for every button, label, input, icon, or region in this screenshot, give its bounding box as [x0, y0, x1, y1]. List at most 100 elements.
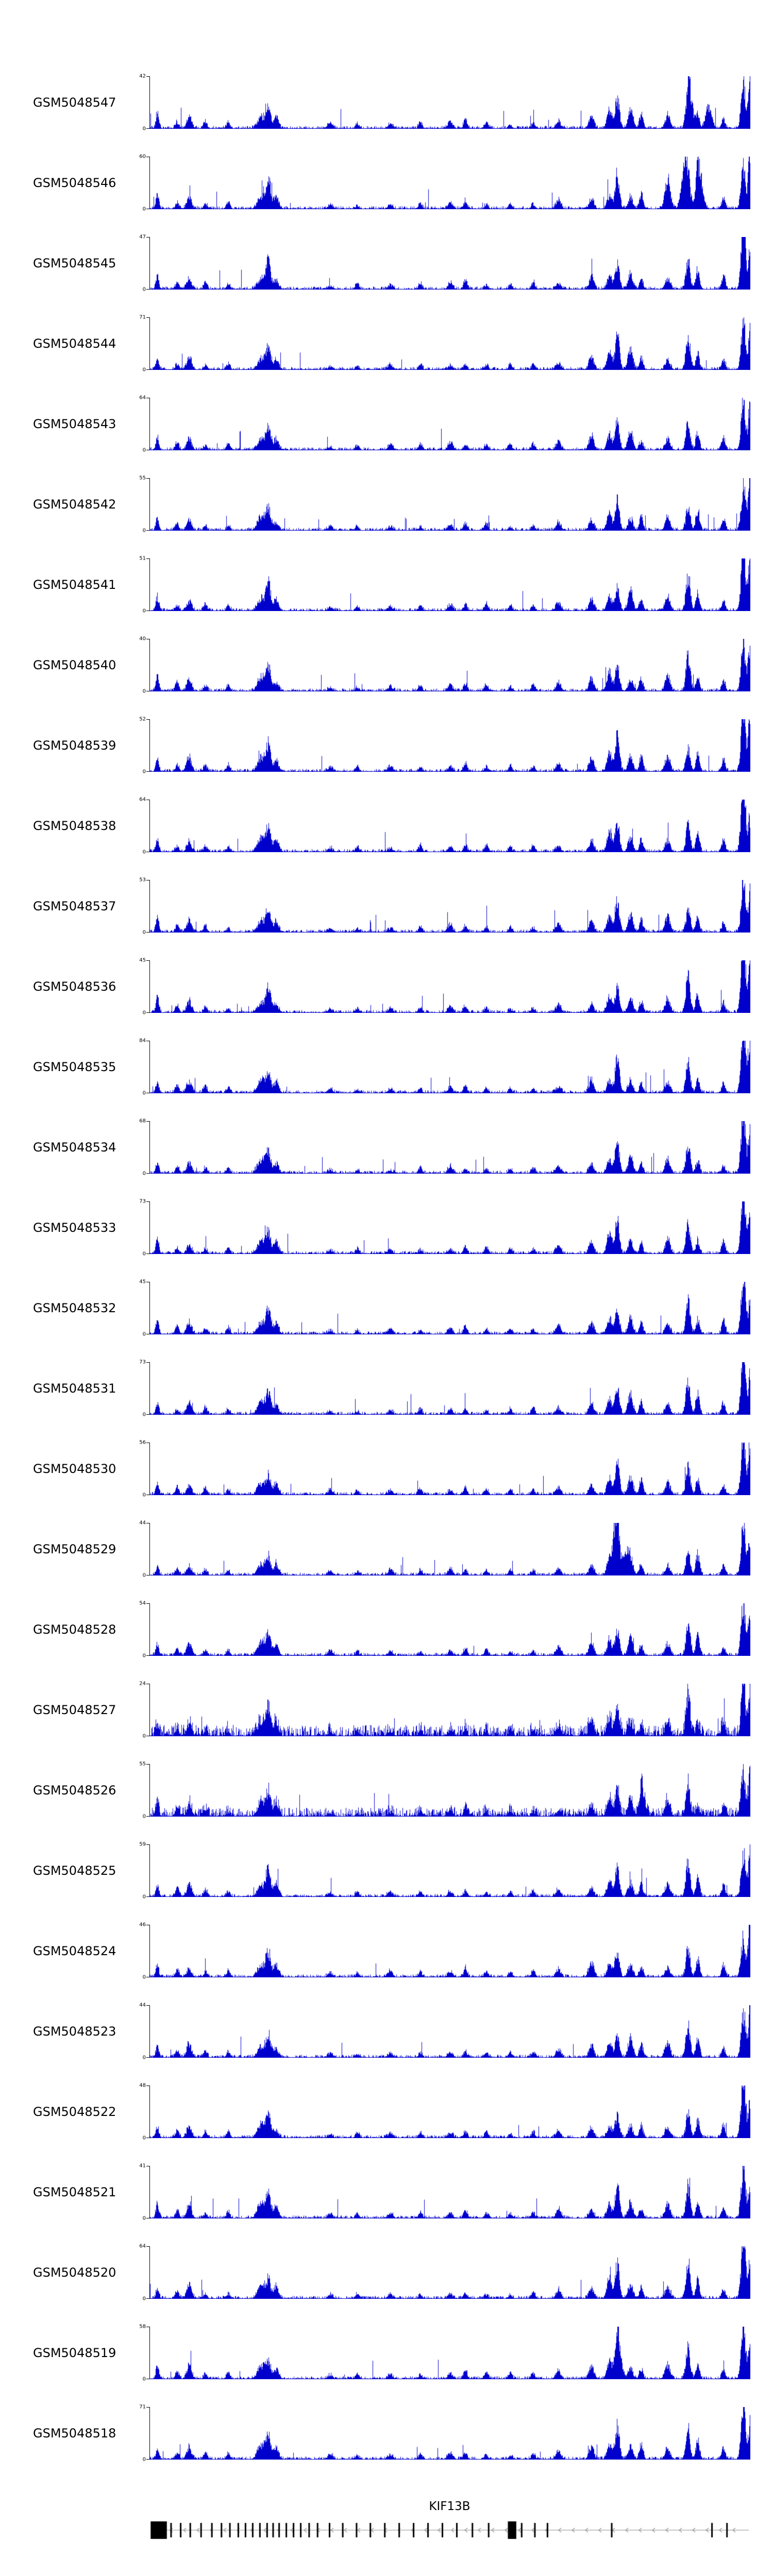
y-axis-max-label: 24 [139, 1681, 146, 1687]
y-axis-tick [146, 1201, 149, 1202]
y-axis-min-label: 0 [142, 2376, 146, 2382]
signal-plot [149, 558, 750, 611]
y-axis-min-label: 0 [142, 1733, 146, 1739]
data-track-row: GSM5048527 24 0 [0, 1668, 773, 1749]
signal-plot [149, 1282, 750, 1334]
signal-plot [149, 960, 750, 1013]
y-axis-max-label: 47 [139, 234, 146, 240]
data-track-row: GSM5048525 59 0 [0, 1829, 773, 1909]
data-track-row: GSM5048539 52 0 [0, 704, 773, 784]
signal-histogram [150, 1844, 750, 1897]
track-label: GSM5048527 [33, 1703, 116, 1717]
signal-plot [149, 1603, 750, 1656]
y-axis-tick [146, 289, 149, 290]
data-track-row: GSM5048523 44 0 [0, 1990, 773, 2070]
y-axis-max-label: 54 [139, 1600, 146, 1606]
y-axis-max-label: 45 [139, 1279, 146, 1285]
signal-plot [149, 1844, 750, 1897]
track-label: GSM5048545 [33, 256, 116, 270]
signal-histogram [150, 2246, 750, 2299]
y-axis-tick [146, 771, 149, 772]
data-track-row: GSM5048534 68 0 [0, 1106, 773, 1186]
data-track-row: GSM5048538 64 0 [0, 784, 773, 865]
y-axis-min-label: 0 [142, 528, 146, 534]
y-axis-max-label: 45 [139, 957, 146, 963]
y-axis-max-label: 51 [139, 555, 146, 562]
track-label: GSM5048531 [33, 1381, 116, 1396]
y-axis-tick [146, 530, 149, 531]
y-axis-min-label: 0 [142, 608, 146, 614]
track-label: GSM5048541 [33, 578, 116, 592]
signal-histogram [150, 1764, 750, 1817]
signal-plot [149, 398, 750, 450]
signal-plot [149, 1523, 750, 1575]
y-axis-max-label: 41 [139, 2163, 146, 2169]
y-axis-tick [146, 1844, 149, 1845]
track-label: GSM5048538 [33, 819, 116, 833]
signal-histogram [150, 478, 750, 531]
signal-plot [149, 1041, 750, 1093]
y-axis-max-label: 42 [139, 73, 146, 79]
data-track-row: GSM5048546 60 0 [0, 141, 773, 222]
signal-histogram [150, 2005, 750, 2058]
track-label: GSM5048529 [33, 1542, 116, 1556]
signal-plot [149, 1121, 750, 1174]
y-axis-min-label: 0 [142, 929, 146, 936]
y-axis-tick [146, 960, 149, 961]
track-label: GSM5048534 [33, 1140, 116, 1155]
signal-histogram [150, 2407, 750, 2460]
track-label: GSM5048519 [33, 2346, 116, 2360]
y-axis-min-label: 0 [142, 2055, 146, 2061]
signal-histogram [150, 1041, 750, 1093]
y-axis-tick [146, 76, 149, 77]
y-axis-max-label: 55 [139, 475, 146, 481]
signal-plot [149, 800, 750, 852]
track-label: GSM5048530 [33, 1462, 116, 1476]
y-axis-max-label: 73 [139, 1198, 146, 1205]
y-axis-tick [146, 1414, 149, 1415]
y-axis-max-label: 46 [139, 1922, 146, 1928]
data-track-row: GSM5048540 40 0 [0, 623, 773, 704]
signal-histogram [150, 960, 750, 1013]
y-axis-max-label: 64 [139, 2243, 146, 2249]
data-track-row: GSM5048532 45 0 [0, 1266, 773, 1347]
signal-plot [149, 880, 750, 933]
track-label: GSM5048523 [33, 2024, 116, 2039]
track-label: GSM5048542 [33, 497, 116, 512]
y-axis-tick [146, 2459, 149, 2460]
data-track-row: GSM5048528 54 0 [0, 1588, 773, 1668]
gene-model-canvas [149, 2518, 750, 2542]
y-axis-tick [146, 1012, 149, 1013]
track-label: GSM5048521 [33, 2185, 116, 2199]
signal-histogram [150, 639, 750, 691]
y-axis-max-label: 48 [139, 2082, 146, 2089]
signal-histogram [150, 1925, 750, 1977]
signal-histogram [150, 2327, 750, 2379]
y-axis-tick [146, 1764, 149, 1765]
y-axis-tick [146, 2407, 149, 2408]
data-track-row: GSM5048524 46 0 [0, 1909, 773, 1990]
y-axis-tick [146, 369, 149, 370]
track-label: GSM5048547 [33, 95, 116, 110]
signal-histogram [150, 1523, 750, 1575]
y-axis-tick [146, 1362, 149, 1363]
signal-plot [149, 237, 750, 290]
track-label: GSM5048535 [33, 1060, 116, 1074]
signal-plot [149, 2407, 750, 2460]
y-axis-tick [146, 1896, 149, 1897]
y-axis-tick [146, 558, 149, 559]
signal-histogram [150, 157, 750, 209]
signal-histogram [150, 76, 750, 129]
y-axis-tick [146, 1253, 149, 1254]
signal-plot [149, 1362, 750, 1415]
signal-plot [149, 478, 750, 531]
y-axis-max-label: 44 [139, 1520, 146, 1526]
signal-histogram [150, 1362, 750, 1415]
y-axis-min-label: 0 [142, 769, 146, 775]
signal-plot [149, 157, 750, 209]
track-label: GSM5048520 [33, 2265, 116, 2280]
data-track-row: GSM5048531 73 0 [0, 1347, 773, 1427]
y-axis-tick [146, 2005, 149, 2006]
data-track-row: GSM5048547 42 0 [0, 61, 773, 141]
